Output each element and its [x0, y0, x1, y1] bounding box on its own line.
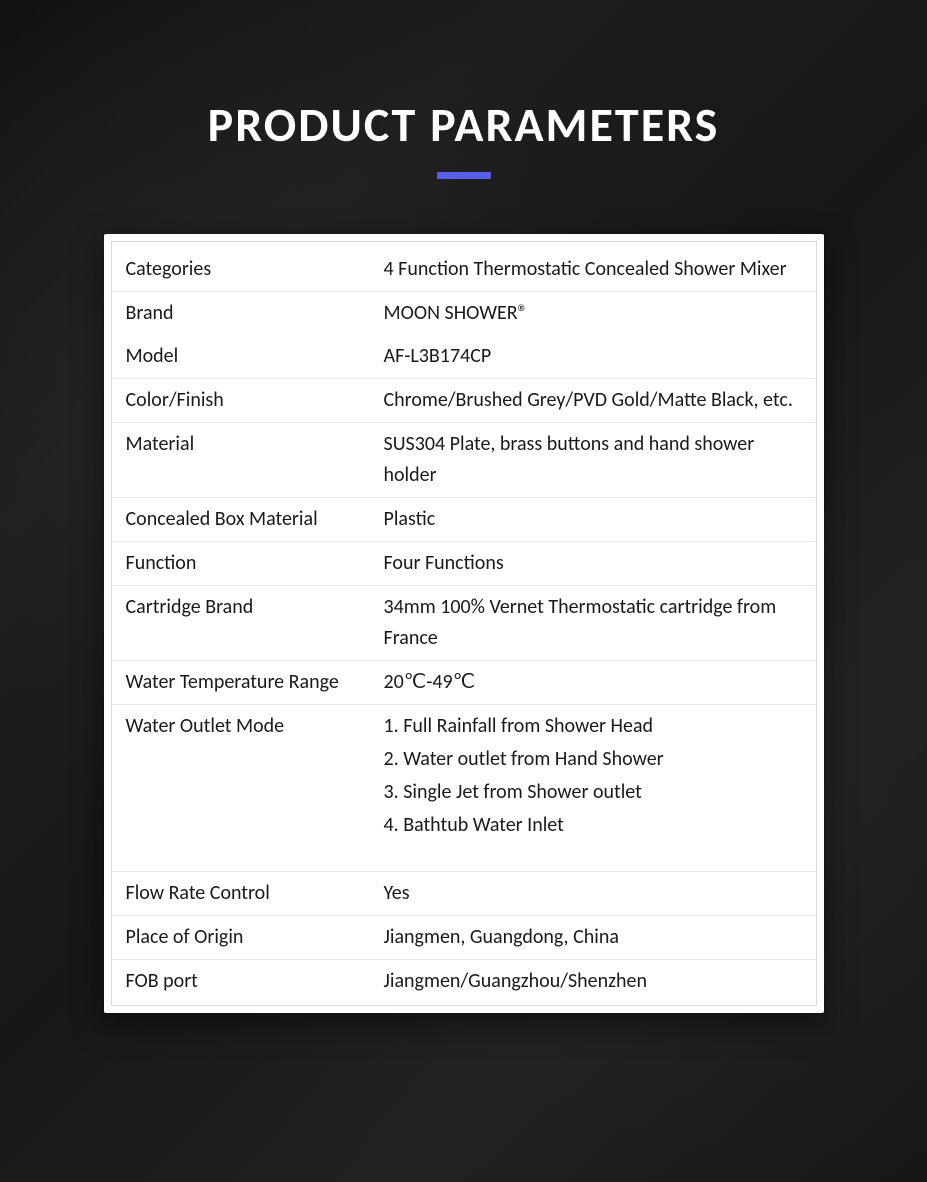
params-table: Categories 4 Function Thermostatic Conce…: [112, 248, 816, 1003]
table-row: Concealed Box Material Plastic: [112, 498, 816, 542]
title-underline: [437, 172, 491, 179]
page-title: PRODUCT PARAMETERS: [208, 95, 720, 154]
param-label: Water Outlet Mode: [112, 705, 370, 872]
param-value: 4 Function Thermostatic Concealed Shower…: [370, 248, 816, 292]
param-value: SUS304 Plate, brass buttons and hand sho…: [370, 423, 816, 498]
param-value: Plastic: [370, 498, 816, 542]
table-row: Water Outlet Mode 1. Full Rainfall from …: [112, 705, 816, 872]
table-row: Place of Origin Jiangmen, Guangdong, Chi…: [112, 916, 816, 960]
table-row: Material SUS304 Plate, brass buttons and…: [112, 423, 816, 498]
param-value: Jiangmen/Guangzhou/Shenzhen: [370, 960, 816, 1004]
param-value: 34mm 100% Vernet Thermostatic cartridge …: [370, 586, 816, 661]
param-label: Color/Finish: [112, 379, 370, 423]
params-card: Categories 4 Function Thermostatic Conce…: [104, 234, 824, 1013]
param-value: Yes: [370, 872, 816, 916]
param-label: Water Temperature Range: [112, 661, 370, 705]
params-card-inner: Categories 4 Function Thermostatic Conce…: [111, 241, 817, 1006]
table-row: Water Temperature Range 20℃-49℃: [112, 661, 816, 705]
param-value: MOON SHOWER®: [370, 292, 816, 336]
table-row: Flow Rate Control Yes: [112, 872, 816, 916]
param-value: 20℃-49℃: [370, 661, 816, 705]
outlet-mode-item: 1. Full Rainfall from Shower Head: [384, 711, 806, 742]
param-label: Brand: [112, 292, 370, 336]
table-row: Color/Finish Chrome/Brushed Grey/PVD Gol…: [112, 379, 816, 423]
param-value: 1. Full Rainfall from Shower Head 2. Wat…: [370, 705, 816, 872]
outlet-mode-item: 3. Single Jet from Shower outlet: [384, 777, 806, 808]
param-label: Cartridge Brand: [112, 586, 370, 661]
param-label: Place of Origin: [112, 916, 370, 960]
table-row: Brand MOON SHOWER®: [112, 292, 816, 336]
table-row: Cartridge Brand 34mm 100% Vernet Thermos…: [112, 586, 816, 661]
outlet-mode-item: 2. Water outlet from Hand Shower: [384, 744, 806, 775]
param-label: Function: [112, 542, 370, 586]
table-row: Function Four Functions: [112, 542, 816, 586]
table-row: Categories 4 Function Thermostatic Conce…: [112, 248, 816, 292]
param-value: Jiangmen, Guangdong, China: [370, 916, 816, 960]
param-label: Model: [112, 335, 370, 379]
param-value: Four Functions: [370, 542, 816, 586]
param-label: Categories: [112, 248, 370, 292]
param-label: Material: [112, 423, 370, 498]
param-value: Chrome/Brushed Grey/PVD Gold/Matte Black…: [370, 379, 816, 423]
table-row: FOB port Jiangmen/Guangzhou/Shenzhen: [112, 960, 816, 1004]
param-label: Concealed Box Material: [112, 498, 370, 542]
param-value: AF-L3B174CP: [370, 335, 816, 379]
table-row: Model AF-L3B174CP: [112, 335, 816, 379]
outlet-mode-list: 1. Full Rainfall from Shower Head 2. Wat…: [384, 711, 806, 841]
param-label: FOB port: [112, 960, 370, 1004]
param-label: Flow Rate Control: [112, 872, 370, 916]
outlet-mode-item: 4. Bathtub Water Inlet: [384, 810, 806, 841]
